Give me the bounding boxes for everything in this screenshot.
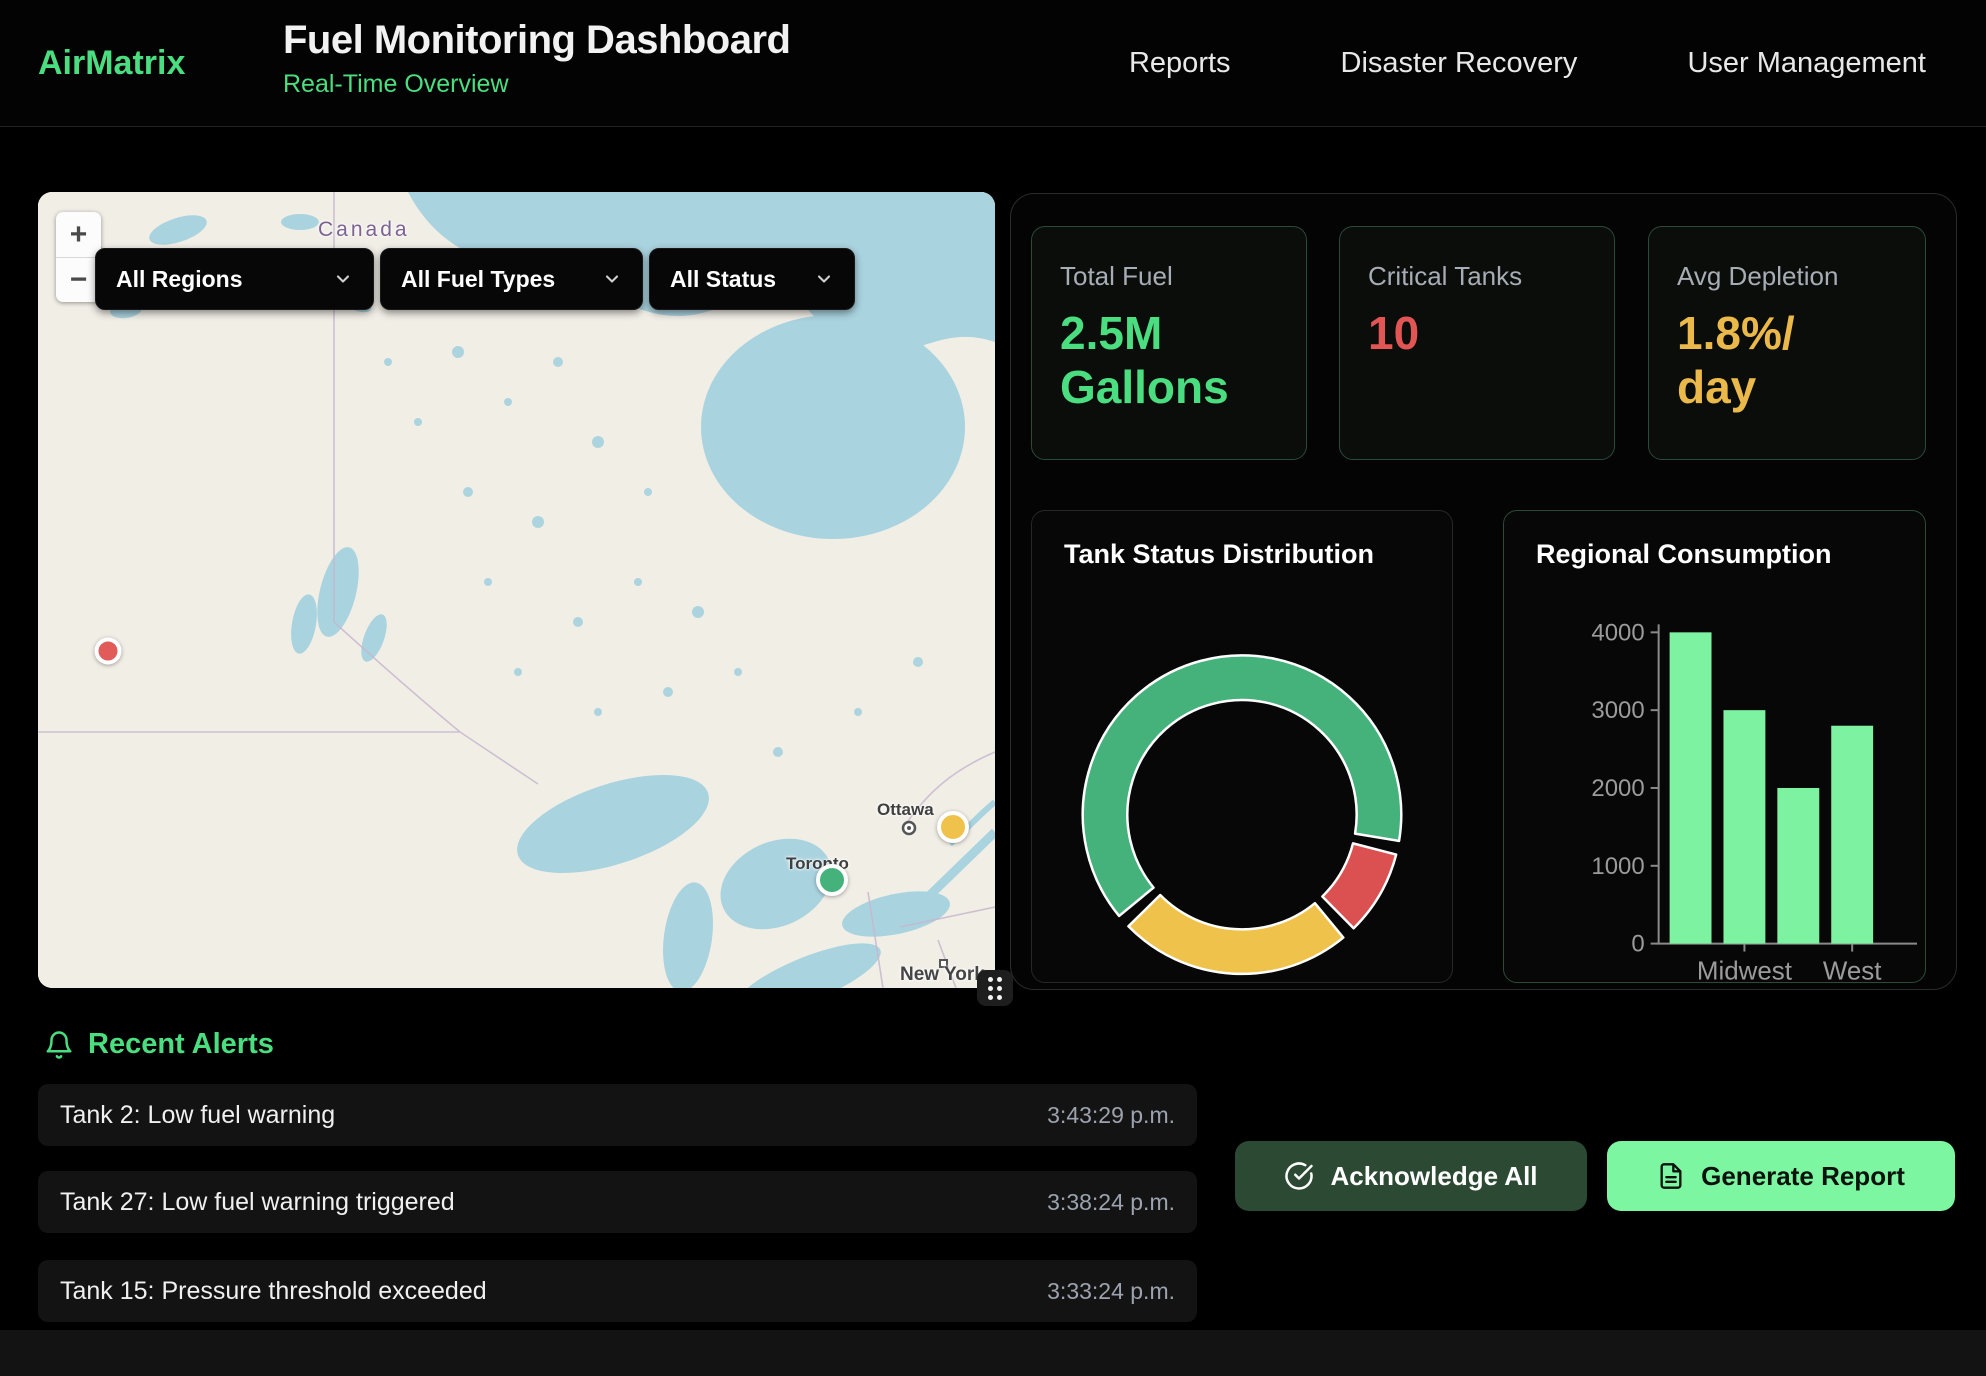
alert-timestamp: 3:43:29 p.m. — [1047, 1102, 1175, 1129]
bar — [1723, 710, 1765, 943]
donut-chart — [1032, 511, 1452, 984]
nav-user-management[interactable]: User Management — [1687, 47, 1926, 80]
chevron-down-icon — [814, 269, 834, 289]
top-nav: Reports Disaster Recovery User Managemen… — [1129, 0, 1926, 127]
map-label-ottawa: Ottawa — [877, 800, 934, 820]
alert-text: Tank 15: Pressure threshold exceeded — [60, 1277, 487, 1306]
metrics-panel: Total Fuel 2.5MGallons Critical Tanks 10… — [1010, 193, 1957, 990]
y-tick-label: 3000 — [1591, 697, 1644, 724]
alert-row[interactable]: Tank 2: Low fuel warning 3:43:29 p.m. — [38, 1084, 1197, 1146]
map-water-shapes — [38, 192, 995, 988]
status-filter-value: All Status — [670, 266, 776, 293]
bar — [1670, 632, 1712, 943]
y-tick-label: 2000 — [1591, 775, 1644, 802]
x-tick-label: Midwest — [1697, 958, 1793, 982]
fuel-monitoring-dashboard: AirMatrix Fuel Monitoring Dashboard Real… — [0, 0, 1986, 1376]
map-label-newyork: New York — [900, 964, 985, 986]
nav-disaster-recovery[interactable]: Disaster Recovery — [1341, 47, 1578, 80]
header: AirMatrix Fuel Monitoring Dashboard Real… — [0, 0, 1986, 127]
stat-label: Total Fuel — [1060, 261, 1278, 292]
alert-row[interactable]: Tank 27: Low fuel warning triggered 3:38… — [38, 1171, 1197, 1233]
check-circle-icon — [1284, 1161, 1314, 1191]
map-panel[interactable]: Canada Ottawa Toronto New York + − All R… — [38, 192, 995, 988]
recent-alerts-header: Recent Alerts — [44, 1028, 274, 1061]
map-marker-critical[interactable] — [94, 638, 121, 665]
bell-icon — [44, 1030, 74, 1060]
alert-timestamp: 3:38:24 p.m. — [1047, 1189, 1175, 1216]
stat-value: 10 — [1368, 306, 1586, 360]
generate-report-label: Generate Report — [1701, 1161, 1905, 1192]
tank-status-chart-card: Tank Status Distribution — [1031, 510, 1453, 983]
page-title: Fuel Monitoring Dashboard — [283, 18, 790, 63]
footer-strip — [0, 1330, 1986, 1376]
fuel-type-filter-value: All Fuel Types — [401, 266, 555, 293]
region-filter-dropdown[interactable]: All Regions — [95, 248, 374, 310]
stat-value: 1.8%/day — [1677, 306, 1897, 415]
chart-title: Regional Consumption — [1536, 539, 1831, 570]
title-block: Fuel Monitoring Dashboard Real-Time Over… — [283, 18, 790, 99]
bar-chart: 0 1000 2000 3000 4000 Midwest West — [1504, 569, 1925, 982]
region-filter-value: All Regions — [116, 266, 243, 293]
donut-segment-red — [1322, 843, 1396, 928]
total-fuel-card: Total Fuel 2.5MGallons — [1031, 226, 1307, 460]
resize-grip-handle[interactable] — [977, 970, 1013, 1006]
map-marker-normal[interactable] — [816, 864, 848, 896]
report-document-icon — [1657, 1162, 1685, 1190]
status-filter-dropdown[interactable]: All Status — [649, 248, 855, 310]
acknowledge-all-label: Acknowledge All — [1330, 1161, 1537, 1192]
bar — [1831, 726, 1873, 944]
page-subtitle: Real-Time Overview — [283, 70, 790, 99]
stat-label: Critical Tanks — [1368, 261, 1586, 292]
map-label-canada: Canada — [318, 218, 410, 242]
avg-depletion-card: Avg Depletion 1.8%/day — [1648, 226, 1926, 460]
map-filter-bar: All Regions All Fuel Types All Status — [95, 248, 855, 310]
recent-alerts-title: Recent Alerts — [88, 1028, 274, 1061]
stat-label: Avg Depletion — [1677, 261, 1897, 292]
nav-reports[interactable]: Reports — [1129, 47, 1231, 80]
y-tick-label: 0 — [1631, 931, 1644, 958]
stat-value: 2.5MGallons — [1060, 306, 1278, 415]
critical-tanks-card: Critical Tanks 10 — [1339, 226, 1615, 460]
map-marker-warning[interactable] — [937, 811, 969, 843]
fuel-type-filter-dropdown[interactable]: All Fuel Types — [380, 248, 643, 310]
bar — [1777, 788, 1819, 944]
alert-text: Tank 27: Low fuel warning triggered — [60, 1188, 455, 1217]
acknowledge-all-button[interactable]: Acknowledge All — [1235, 1141, 1587, 1211]
chevron-down-icon — [333, 269, 353, 289]
regional-consumption-chart-card: Regional Consumption 0 1000 2000 3000 4000 Mi… — [1503, 510, 1926, 983]
y-tick-label: 1000 — [1591, 853, 1644, 880]
x-tick-label: West — [1823, 958, 1882, 982]
alert-timestamp: 3:33:24 p.m. — [1047, 1278, 1175, 1305]
donut-segment-yellow — [1128, 895, 1343, 974]
generate-report-button[interactable]: Generate Report — [1607, 1141, 1955, 1211]
chevron-down-icon — [602, 269, 622, 289]
alert-text: Tank 2: Low fuel warning — [60, 1101, 335, 1130]
brand-logo: AirMatrix — [38, 0, 185, 127]
alert-row[interactable]: Tank 15: Pressure threshold exceeded 3:3… — [38, 1260, 1197, 1322]
y-tick-label: 4000 — [1591, 619, 1644, 646]
